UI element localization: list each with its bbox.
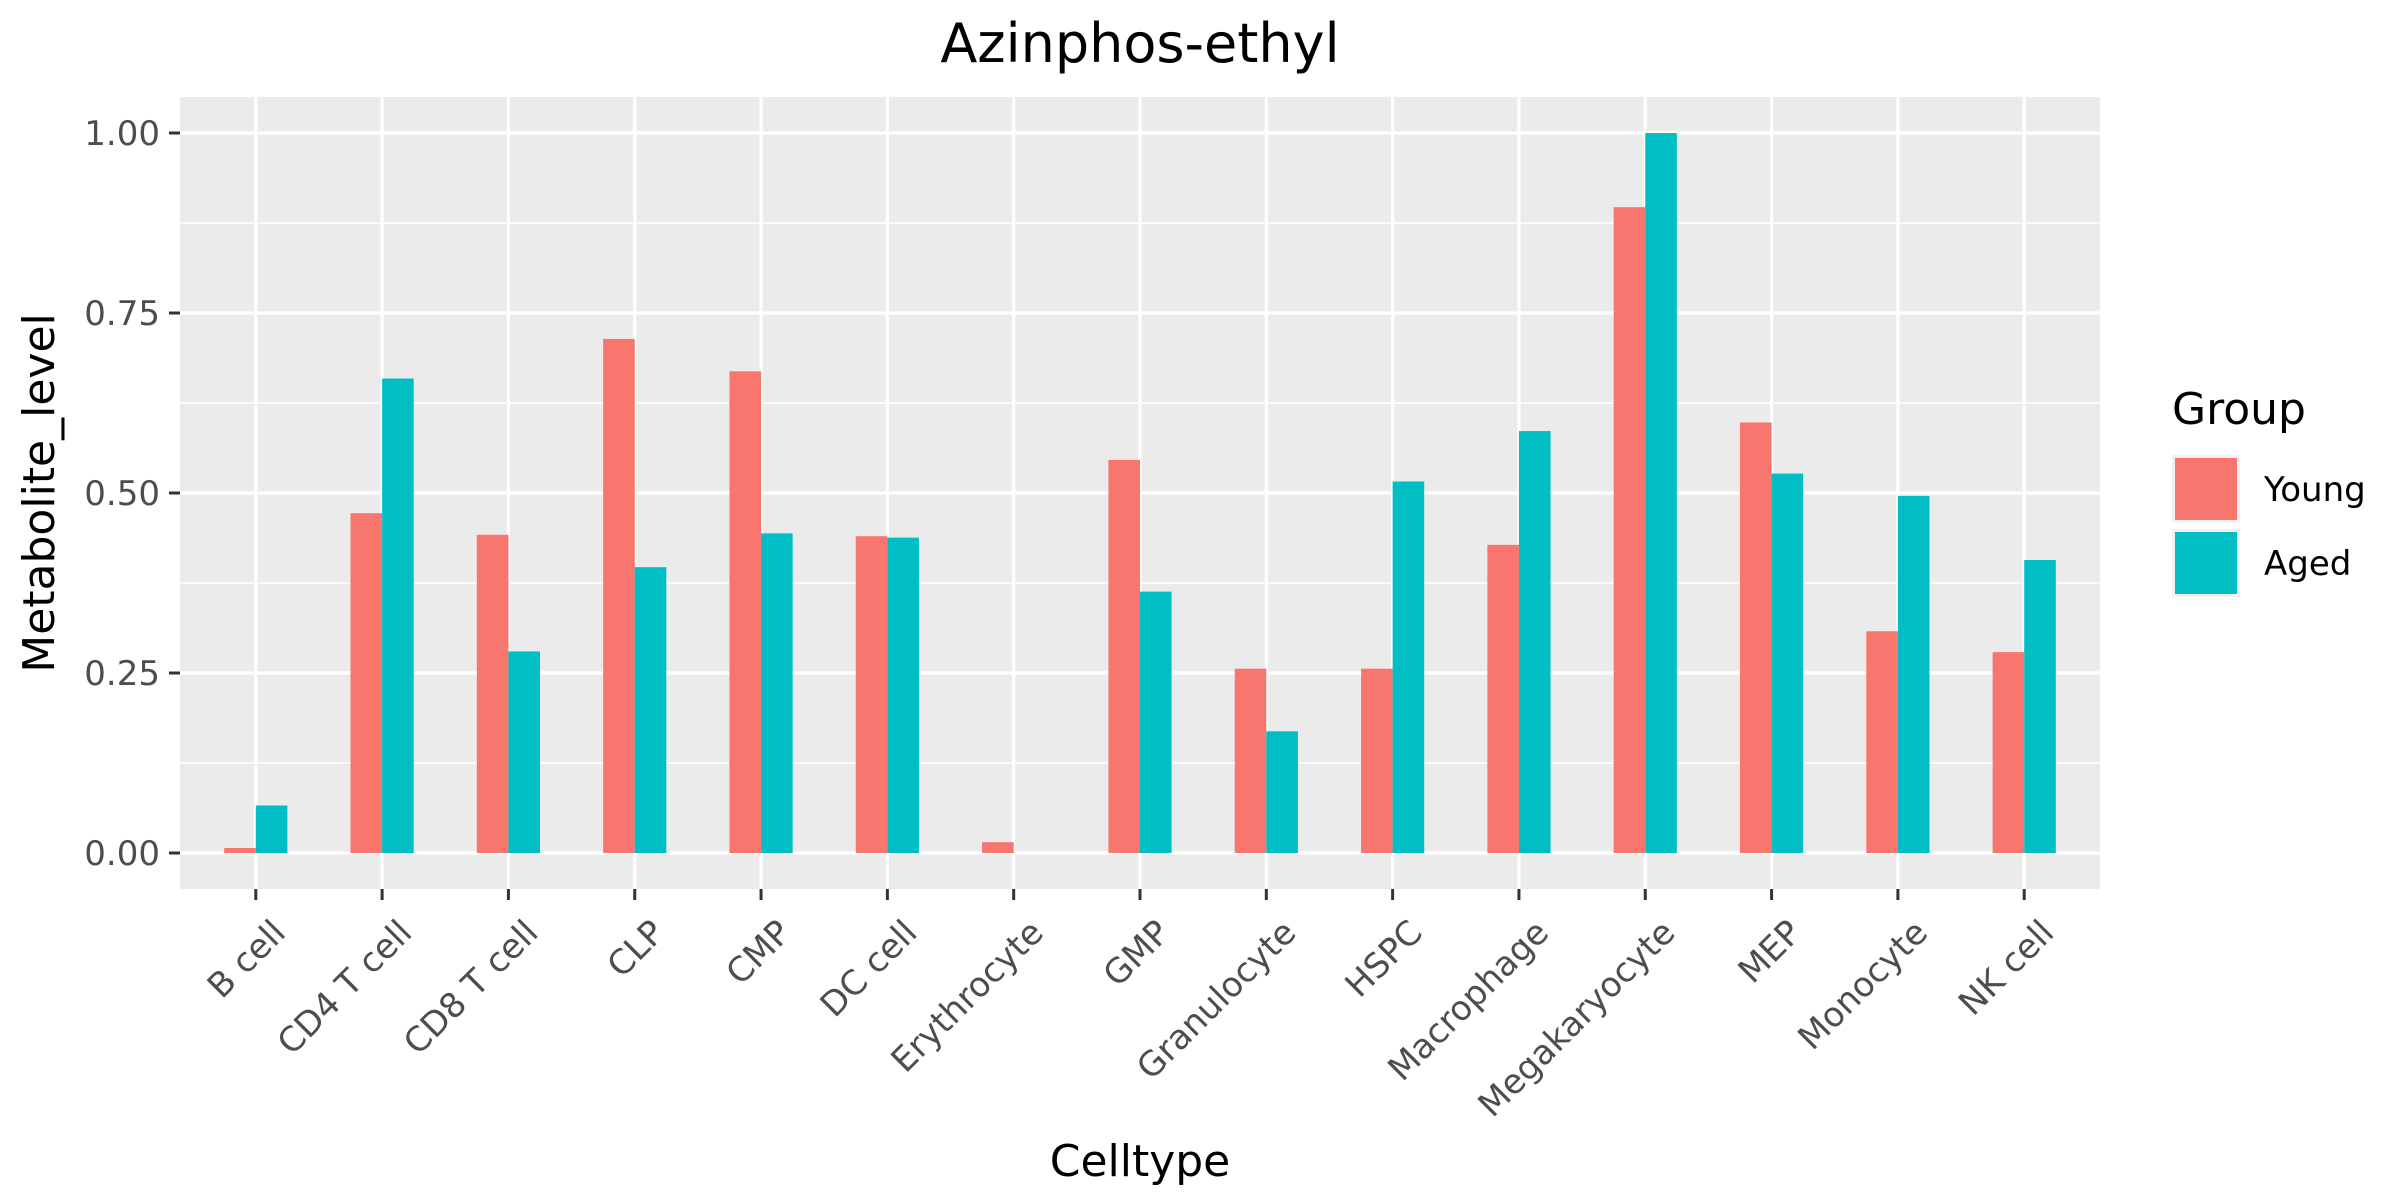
x-tick-label: Monocyte [1790, 913, 1935, 1058]
bar-young [1866, 631, 1898, 853]
bar-aged [382, 378, 414, 853]
bar-young [1234, 668, 1267, 853]
y-tick-label: 0.50 [84, 474, 160, 514]
y-tick-label: 0.75 [84, 294, 160, 334]
legend-swatch [2175, 532, 2237, 594]
bar-young [855, 536, 888, 853]
bar-young [476, 534, 509, 853]
bars [224, 133, 2056, 853]
x-tick-label: MEP [1731, 913, 1810, 992]
bar-aged [1897, 495, 1930, 853]
bar-young [1740, 422, 1772, 853]
bar-young [1108, 459, 1140, 853]
bar-aged [1266, 731, 1298, 853]
y-axis: 0.00 0.25 0.50 0.75 1.00 [84, 114, 180, 874]
bar-young [1361, 668, 1393, 853]
y-tick-label: 0.00 [84, 834, 160, 874]
x-tick-label: CD8 T cell [396, 913, 546, 1063]
x-tick-label: B cell [200, 913, 294, 1007]
legend-label: Aged [2264, 544, 2351, 584]
x-tick-label: HSPC [1338, 913, 1431, 1006]
x-tick-label: CD4 T cell [270, 913, 420, 1063]
x-axis-title: Celltype [1050, 1136, 1231, 1187]
bar-aged [1771, 473, 1804, 853]
legend-swatch [2175, 458, 2237, 520]
bar-aged [508, 651, 540, 853]
bar-young [1992, 652, 2025, 853]
bar-aged [887, 537, 919, 853]
legend: Group Young Aged [2172, 384, 2366, 597]
bar-aged [2024, 559, 2056, 853]
bar-aged [634, 567, 667, 853]
legend-label: Young [2263, 470, 2366, 510]
bar-aged [1140, 591, 1172, 853]
bar-young [603, 338, 635, 853]
bar-aged [761, 533, 793, 853]
x-tick-label: GMP [1096, 913, 1178, 995]
legend-title: Group [2172, 384, 2306, 435]
x-tick-label: CMP [719, 913, 799, 993]
y-axis-title: Metabolite_level [14, 313, 65, 673]
chart-title: Azinphos-ethyl [940, 12, 1339, 75]
y-tick-label: 0.25 [84, 654, 160, 694]
bar-young [1487, 544, 1519, 853]
y-tick-label: 1.00 [84, 114, 160, 154]
bar-young [982, 842, 1014, 853]
bar-aged [1645, 133, 1677, 853]
bar-young [350, 513, 383, 853]
bar-young [224, 847, 256, 853]
x-tick-label: NK cell [1951, 913, 2062, 1024]
x-tick-label: DC cell [813, 913, 926, 1026]
bar-young [1613, 207, 1646, 853]
x-tick-label: CLP [600, 913, 673, 986]
bar-aged [255, 805, 288, 853]
bar-aged [1518, 431, 1551, 853]
bar-aged [1392, 481, 1425, 853]
bar-young [729, 371, 762, 853]
